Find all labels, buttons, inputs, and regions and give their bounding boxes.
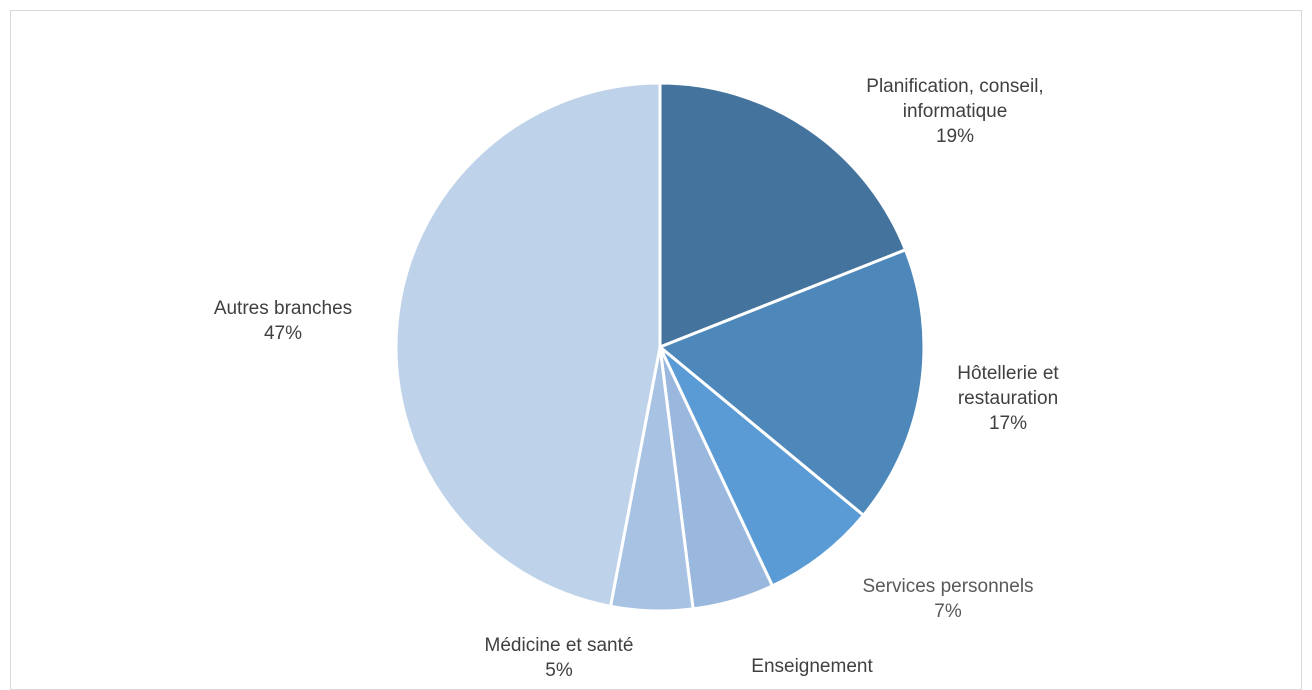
pie-slice-planification <box>658 81 907 349</box>
slice-value-label: 5% <box>545 660 573 681</box>
slice-value-label: 7% <box>934 601 962 622</box>
slice-label-enseignement: Enseignement 5% <box>751 656 873 683</box>
pie-slice-services <box>658 345 865 588</box>
pie-slice-hotellerie <box>658 248 926 517</box>
slice-category-label: Médicine et santé <box>485 635 634 656</box>
slice-category-label: informatique <box>903 101 1008 122</box>
slice-category-label: Planification, conseil, <box>866 76 1043 97</box>
slice-label-hotellerie: Hôtellerie et restauration 17% <box>957 363 1059 434</box>
slice-label-autres: Autres branches 47% <box>214 298 352 344</box>
slice-value-label: 19% <box>936 126 974 147</box>
slice-value-label: 5% <box>798 681 826 683</box>
slice-label-planification: Planification, conseil, informatique 19% <box>866 76 1043 147</box>
slice-category-label: Services personnels <box>862 576 1033 597</box>
slice-label-services: Services personnels 7% <box>862 576 1033 622</box>
slice-category-label: Autres branches <box>214 298 352 319</box>
pie-slice-autres <box>394 81 662 608</box>
slice-value-label: 17% <box>989 413 1027 434</box>
slice-category-label: Enseignement <box>751 656 873 677</box>
slice-value-label: 47% <box>264 323 302 344</box>
slice-category-label: Hôtellerie et <box>957 363 1059 384</box>
slice-category-label: restauration <box>958 388 1058 409</box>
slice-label-medicine: Médicine et santé 5% <box>485 635 634 681</box>
